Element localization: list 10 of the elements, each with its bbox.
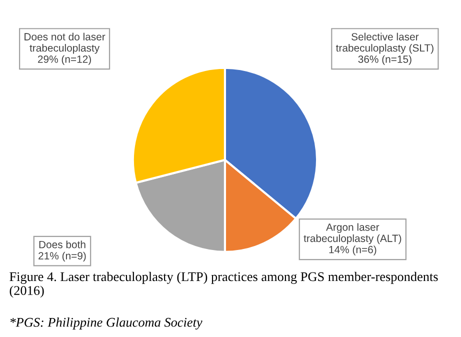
data-label: 14% (n=6)	[329, 246, 376, 256]
caption: Figure 4. Laser trabeculoplasty (LTP) practices among PGS member-respondents (2016)	[10, 272, 438, 298]
text: *PGS: Philippine Glaucoma Society	[10, 318, 202, 330]
slice-label: Does both	[39, 240, 86, 248]
data-label: 29% (n=12)	[38, 55, 91, 65]
data-label: 21% (n=9)	[38, 252, 86, 262]
slice-label: Argon laser trabeculoplasty (ALT)	[304, 223, 402, 244]
data-label: 36% (n=15)	[358, 55, 412, 65]
slice-label: Selective laser trabeculoplasty (SLT)	[336, 32, 434, 54]
slice-label: Does not do laser trabeculoplasty	[24, 32, 106, 54]
